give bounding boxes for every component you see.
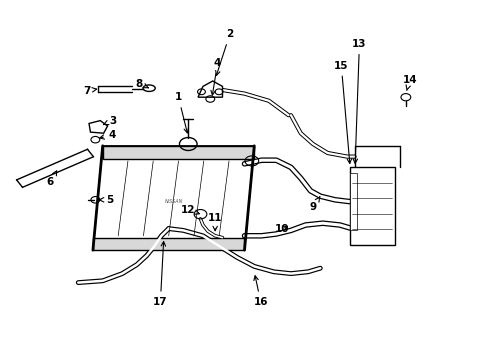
Text: 5: 5 bbox=[99, 195, 113, 205]
Polygon shape bbox=[198, 81, 222, 97]
Text: 15: 15 bbox=[333, 60, 351, 163]
Bar bbox=[349, 173, 356, 230]
Ellipse shape bbox=[142, 85, 155, 91]
Text: 4: 4 bbox=[210, 58, 221, 95]
Polygon shape bbox=[93, 146, 254, 250]
Text: 13: 13 bbox=[351, 39, 366, 163]
Text: 1: 1 bbox=[175, 92, 188, 133]
Text: 4: 4 bbox=[100, 130, 116, 140]
Text: 11: 11 bbox=[207, 213, 222, 231]
Text: 2: 2 bbox=[215, 29, 233, 75]
Bar bbox=[349, 167, 394, 245]
Text: 7: 7 bbox=[82, 86, 97, 96]
Text: 3: 3 bbox=[103, 116, 116, 126]
Text: 10: 10 bbox=[274, 224, 289, 234]
Text: 14: 14 bbox=[402, 75, 416, 90]
Polygon shape bbox=[89, 121, 107, 133]
Text: 16: 16 bbox=[253, 276, 267, 307]
Text: 6: 6 bbox=[47, 171, 57, 187]
Text: 12: 12 bbox=[181, 204, 199, 215]
Text: 17: 17 bbox=[153, 242, 167, 307]
Polygon shape bbox=[102, 146, 254, 159]
Text: NISSAN: NISSAN bbox=[164, 199, 183, 204]
Text: 9: 9 bbox=[309, 197, 319, 212]
Text: 8: 8 bbox=[136, 78, 148, 89]
Polygon shape bbox=[93, 238, 244, 250]
